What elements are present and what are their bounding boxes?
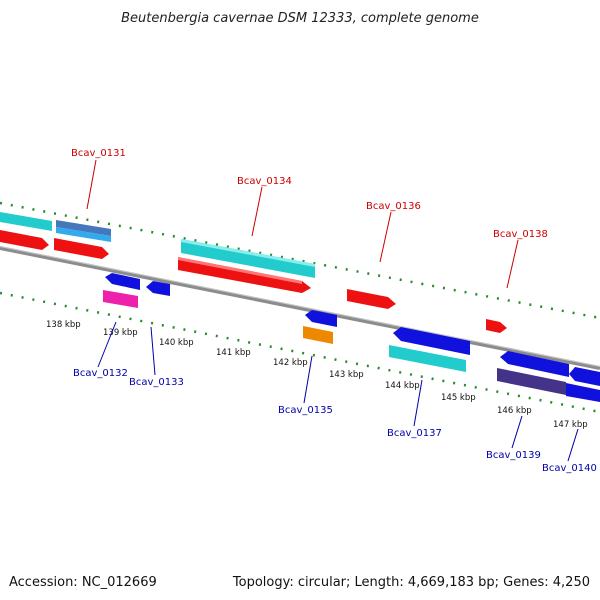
kbp-tick-label: 147 kbp [553, 420, 588, 430]
gene-red-0136[interactable] [347, 289, 396, 309]
gene-label-bcav-0137[interactable]: Bcav_0137 [387, 428, 442, 439]
upper-tick-rail [0, 201, 600, 320]
gene-label-bcav-0134[interactable]: Bcav_0134 [237, 176, 292, 187]
leader-bcav-0136 [379, 211, 392, 263]
kbp-tick-label: 139 kbp [103, 328, 138, 338]
gene-magenta-0132[interactable] [103, 290, 138, 308]
gene-blue-0132[interactable] [105, 273, 140, 290]
gene-red-left[interactable] [0, 230, 49, 250]
gene-steel-0131[interactable] [56, 220, 111, 236]
gene-red-0138[interactable] [486, 319, 507, 333]
gene-cyan-0137[interactable] [389, 345, 466, 372]
kbp-tick-label: 142 kbp [273, 358, 308, 368]
gene-red-0131[interactable] [54, 238, 109, 259]
kbp-tick-label: 144 kbp [385, 381, 420, 391]
gene-label-bcav-0139[interactable]: Bcav_0139 [486, 450, 541, 461]
leader-bcav-0134 [251, 186, 263, 237]
gene-label-bcav-0133[interactable]: Bcav_0133 [129, 377, 184, 388]
gene-lightblue-0131[interactable] [56, 227, 111, 242]
leader-bcav-0139 [511, 415, 523, 449]
leader-bcav-0137 [413, 379, 423, 427]
gene-red-0134-shade [178, 257, 302, 284]
accession-text: Accession: NC_012669 [9, 575, 157, 590]
gene-blue-0140-a[interactable] [569, 367, 600, 386]
kbp-tick-label: 138 kbp [46, 320, 81, 330]
gene-blue-0137[interactable] [393, 327, 470, 355]
kbp-tick-label: 143 kbp [329, 370, 364, 380]
kbp-tick-label: 146 kbp [497, 406, 532, 416]
gene-label-bcav-0132[interactable]: Bcav_0132 [73, 368, 128, 379]
leader-bcav-0133 [150, 326, 156, 376]
scale-ticks: 138 kbp 139 kbp 140 kbp 141 kbp 142 kbp … [46, 320, 588, 430]
gene-label-bcav-0138[interactable]: Bcav_0138 [493, 229, 548, 240]
genome-backbone-highlight [0, 246, 600, 367]
gene-blue-0139[interactable] [500, 351, 569, 377]
gene-label-bcav-0131[interactable]: Bcav_0131 [71, 148, 126, 159]
leader-bcav-0140 [567, 428, 579, 462]
leader-bcav-0138 [506, 239, 519, 289]
kbp-tick-label: 140 kbp [159, 338, 194, 348]
leader-bcav-0131 [86, 159, 97, 210]
gene-label-bcav-0136[interactable]: Bcav_0136 [366, 201, 421, 212]
gene-cyan-left[interactable] [0, 212, 52, 231]
topology-text: Topology: circular; Length: 4,669,183 bp… [232, 575, 590, 590]
leader-bcav-0132 [97, 321, 117, 368]
gene-navy-0139[interactable] [497, 368, 566, 395]
gene-cyan-0134-shade [181, 239, 315, 267]
kbp-tick-label: 145 kbp [441, 393, 476, 403]
gene-features [0, 212, 600, 402]
gene-blue-0140-b[interactable] [566, 383, 600, 402]
kbp-tick-label: 141 kbp [216, 348, 251, 358]
gene-labels: Bcav_0131 Bcav_0134 Bcav_0136 Bcav_0138 … [71, 148, 597, 474]
gene-cyan-0134[interactable] [181, 239, 315, 278]
label-leader-lines [86, 159, 579, 462]
gene-orange-0135[interactable] [303, 326, 333, 344]
gene-label-bcav-0140[interactable]: Bcav_0140 [542, 463, 597, 474]
gene-blue-0135[interactable] [305, 310, 337, 327]
leader-bcav-0135 [303, 355, 313, 404]
map-title: Beutenbergia cavernae DSM 12333, complet… [121, 11, 479, 26]
gene-label-bcav-0135[interactable]: Bcav_0135 [278, 405, 333, 416]
gene-blue-0133[interactable] [146, 281, 170, 296]
genome-backbone [0, 246, 600, 370]
